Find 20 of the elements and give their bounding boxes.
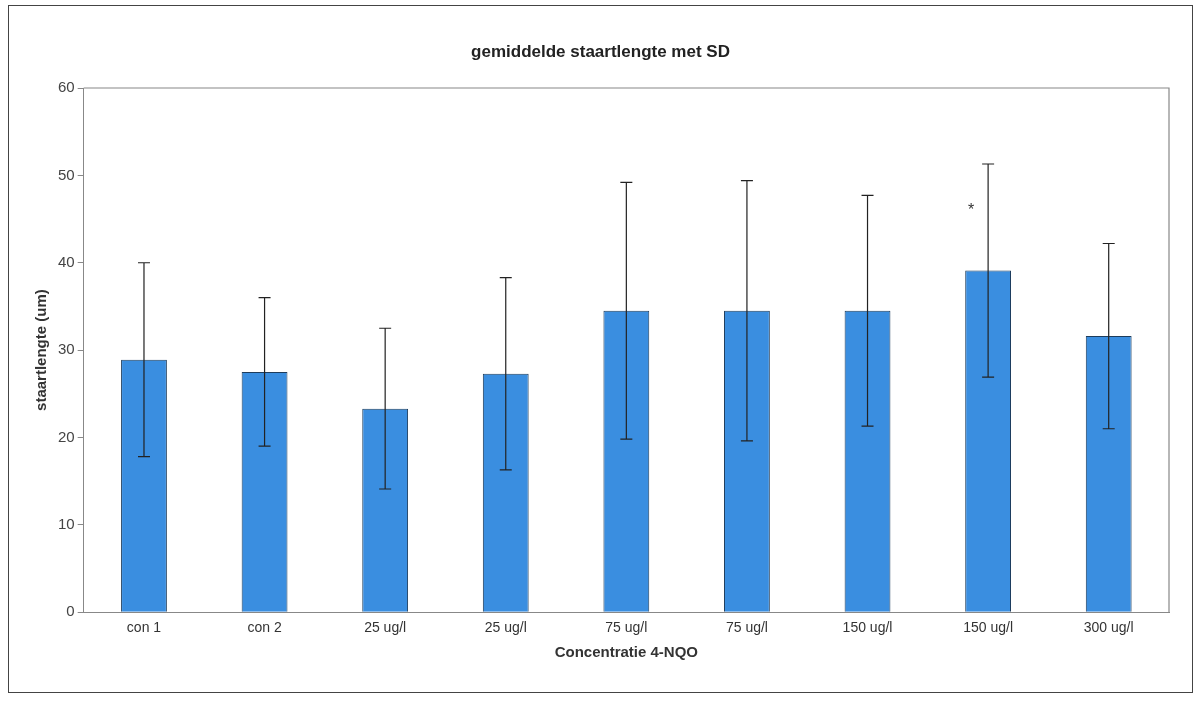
y-tick-label: 30 (58, 340, 75, 358)
y-tick-label: 20 (58, 427, 75, 445)
x-tick-label: 75 ug/l (725, 619, 768, 636)
y-tick-label: 10 (58, 514, 75, 532)
x-tick-label: 300 ug/l (1083, 619, 1134, 636)
annotation: * (967, 201, 975, 218)
chart-title: gemiddelde staartlengte met SD (470, 42, 731, 62)
x-tick-label: 25 ug/l (484, 619, 527, 636)
y-axis-title: staartlengte (um) (32, 289, 50, 411)
x-axis-title: Concentratie 4-NQO (554, 643, 699, 661)
y-tick-label: 60 (58, 78, 75, 96)
x-tick-label: con 1 (126, 619, 162, 636)
x-tick-label: 150 ug/l (842, 619, 893, 636)
x-tick-label: 150 ug/l (963, 619, 1014, 636)
y-tick-label: 40 (58, 252, 75, 270)
y-tick-label: 0 (66, 602, 75, 620)
x-tick-label: con 2 (247, 619, 282, 636)
y-tick-label: 50 (58, 165, 75, 183)
x-tick-label: 75 ug/l (605, 619, 648, 636)
x-tick-label: 25 ug/l (364, 619, 407, 636)
